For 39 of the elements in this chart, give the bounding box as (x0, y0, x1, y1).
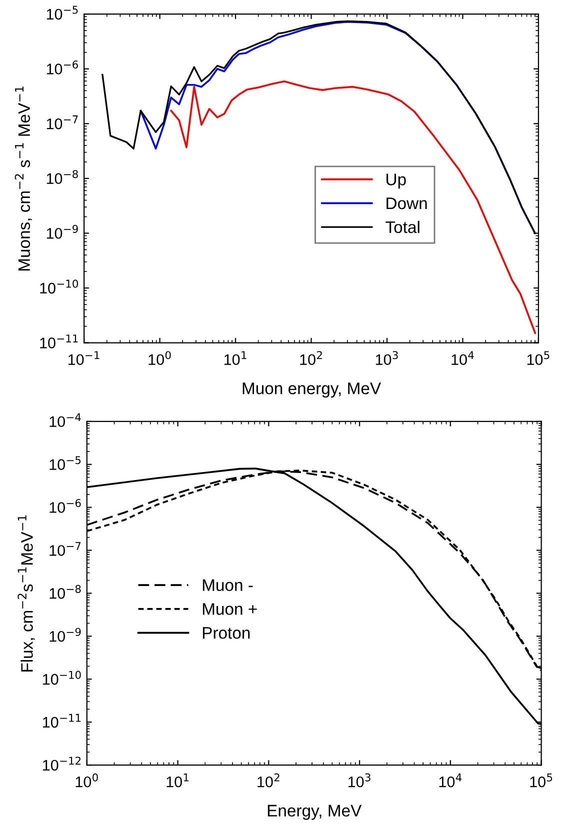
x-tick-label: 10$^{1}$ (224, 351, 246, 366)
x-axis-title: Muon energy, MeV (242, 382, 381, 398)
y-tick-label: 10$^{−10}$ (40, 280, 78, 294)
legend-label: Muon + (202, 603, 257, 615)
x-tick-label: 10$^{3}$ (376, 351, 398, 366)
x-tick-label: 10$^{2}$ (258, 773, 280, 788)
legend-label: Total (386, 220, 420, 234)
y-tick-label: 10$^{−11}$ (43, 714, 81, 728)
y-tick-label: 10$^{−8}$ (50, 584, 81, 599)
y-tick-label: 10$^{−12}$ (43, 756, 80, 771)
x-tick-label: 10$^{4}$ (439, 774, 462, 788)
y-tick-label: 10$^{−5}$ (50, 456, 81, 470)
x-tick-label: 10$^{−1}$ (68, 351, 100, 366)
x-tick-label: 10$^{3}$ (348, 773, 370, 788)
y-tick-label: 10$^{−4}$ (50, 413, 81, 428)
legend-label: Proton (202, 627, 250, 639)
legend-label: Muon - (202, 579, 253, 592)
x-tick-label: 10$^{0}$ (148, 351, 171, 366)
x-axis-title: Energy, MeV (268, 804, 362, 820)
y-axis-title: Muons, cm$^{−2}$ s$^{−1}$ MeV$^{−1}$ (14, 86, 32, 270)
legend-label: Down (386, 198, 427, 210)
y-axis-title: Flux, cm$^{−2}$s$^{−1}$MeV$^{−1}$ (18, 515, 35, 672)
y-tick-label: 10$^{−9}$ (46, 224, 78, 239)
y-tick-label: 10$^{−6}$ (46, 60, 78, 74)
y-tick-label: 10$^{−10}$ (43, 670, 81, 685)
x-tick-label: 10$^{1}$ (166, 774, 189, 788)
y-tick-label: 10$^{−11}$ (40, 334, 78, 348)
y-tick-label: 10$^{−6}$ (50, 498, 81, 513)
y-tick-label: 10$^{−7}$ (50, 542, 81, 556)
y-tick-label: 10$^{−8}$ (46, 170, 78, 184)
x-tick-label: 10$^{5}$ (527, 351, 550, 366)
y-tick-label: 10$^{−9}$ (50, 628, 81, 642)
y-tick-label: 10$^{−7}$ (46, 115, 78, 130)
x-tick-label: 10$^{5}$ (530, 774, 552, 788)
x-tick-label: 10$^{4}$ (452, 351, 474, 366)
y-tick-label: 10$^{−5}$ (46, 6, 78, 20)
x-tick-label: 10$^{2}$ (300, 351, 322, 366)
legend-label: Up (386, 174, 406, 189)
x-tick-label: 10$^{0}$ (76, 773, 98, 788)
